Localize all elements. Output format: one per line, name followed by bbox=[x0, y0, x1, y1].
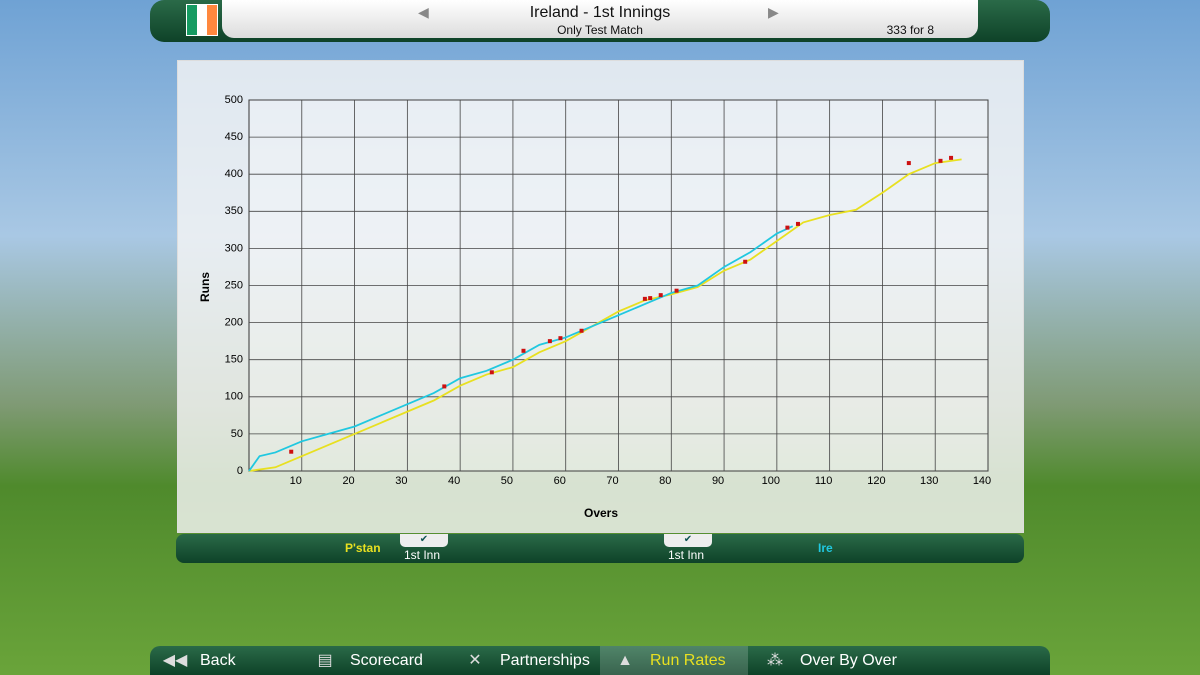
x-tick-label: 60 bbox=[554, 475, 566, 487]
wicket-marker bbox=[674, 288, 679, 293]
wicket-marker bbox=[906, 161, 911, 166]
x-tick-label: 120 bbox=[867, 475, 885, 487]
score: 333 for 8 bbox=[886, 23, 934, 37]
wicket-marker bbox=[558, 336, 563, 341]
wicket-marker bbox=[642, 296, 647, 301]
y-tick-label: 400 bbox=[225, 168, 243, 180]
x-tick-label: 100 bbox=[762, 475, 780, 487]
toggle-check[interactable]: ✔ bbox=[664, 534, 712, 547]
chart: Runs Overs 0 50 100 150 200 250 300 350 400 450 50… bbox=[198, 94, 991, 520]
wicket-marker bbox=[521, 348, 526, 353]
x-tick-label: 110 bbox=[815, 475, 833, 487]
next-arrow[interactable]: ▶ bbox=[768, 4, 779, 20]
x-tick-label: 130 bbox=[920, 475, 938, 487]
y-tick-label: 300 bbox=[225, 242, 243, 254]
nav-label: Over By Over bbox=[800, 652, 897, 669]
header-panel: ◀ ▶ Ireland - 1st Innings Only Test Matc… bbox=[222, 0, 978, 38]
nav-label: Partnerships bbox=[500, 652, 590, 669]
series-line bbox=[248, 225, 794, 472]
nav-button[interactable]: ✕ Partnerships bbox=[450, 646, 598, 675]
series-line bbox=[248, 158, 962, 472]
x-tick-label: 70 bbox=[606, 475, 618, 487]
y-axis-label: Runs bbox=[198, 272, 212, 302]
x-axis-label: Overs bbox=[584, 506, 618, 520]
nav-icon: ◀◀ bbox=[162, 652, 188, 669]
innings-label[interactable]: 1st Inn bbox=[668, 548, 705, 562]
nav-bar: ◀◀ Back ▤ Scorecard ✕ Partnerships ▲ Run Rates ⁂… bbox=[150, 646, 1050, 675]
y-tick-label: 200 bbox=[225, 317, 243, 329]
y-tick-label: 150 bbox=[225, 354, 243, 366]
wicket-marker bbox=[648, 296, 653, 301]
wicket-marker bbox=[489, 370, 494, 375]
nav-label: Back bbox=[200, 652, 236, 669]
wicket-marker bbox=[547, 339, 552, 344]
nav-button[interactable]: ▲ Run Rates bbox=[600, 646, 748, 675]
wicket-marker bbox=[785, 225, 790, 230]
nav-button[interactable]: ⁂ Over By Over bbox=[750, 646, 898, 675]
x-tick-label: 10 bbox=[290, 475, 302, 487]
nav-icon: ▤ bbox=[317, 652, 333, 669]
prev-arrow[interactable]: ◀ bbox=[418, 4, 429, 20]
wicket-marker bbox=[743, 259, 748, 264]
team-label: P'stan bbox=[345, 541, 381, 555]
toggle-bar: P'stan ✔ 1st Inn Ire ✔ 1st Inn bbox=[176, 534, 1024, 563]
flag bbox=[186, 4, 218, 36]
x-tick-label: 20 bbox=[342, 475, 354, 487]
nav-label: Scorecard bbox=[350, 652, 423, 669]
wicket-marker bbox=[579, 328, 584, 333]
wicket-marker bbox=[949, 155, 954, 160]
nav-button[interactable]: ▤ Scorecard bbox=[300, 646, 448, 675]
y-tick-label: 350 bbox=[225, 205, 243, 217]
wicket-marker bbox=[442, 384, 447, 389]
subtitle: Only Test Match bbox=[557, 23, 643, 37]
x-tick-label: 80 bbox=[659, 475, 671, 487]
team-label: Ire bbox=[818, 541, 833, 555]
x-tick-label: 40 bbox=[448, 475, 460, 487]
nav-icon: ▲ bbox=[617, 652, 633, 669]
title: Ireland - 1st Innings bbox=[529, 4, 671, 21]
y-tick-label: 0 bbox=[237, 465, 243, 477]
x-tick-label: 50 bbox=[501, 475, 513, 487]
wicket-marker bbox=[658, 293, 663, 298]
innings-label[interactable]: 1st Inn bbox=[404, 548, 441, 562]
x-tick-label: 90 bbox=[712, 475, 724, 487]
x-tick-label: 30 bbox=[395, 475, 407, 487]
y-tick-label: 250 bbox=[225, 279, 243, 291]
nav-icon: ⁂ bbox=[767, 652, 783, 669]
y-tick-label: 100 bbox=[225, 391, 243, 403]
y-tick-label: 50 bbox=[231, 428, 243, 440]
nav-button[interactable]: ◀◀ Back bbox=[150, 646, 298, 675]
nav-label: Run Rates bbox=[650, 652, 726, 669]
y-tick-label: 450 bbox=[225, 131, 243, 143]
wicket-marker bbox=[795, 221, 800, 226]
nav-icon: ✕ bbox=[468, 652, 482, 669]
wicket-marker bbox=[289, 449, 294, 454]
y-tick-label: 500 bbox=[225, 94, 243, 106]
wicket-marker bbox=[938, 158, 943, 163]
toggle-check[interactable]: ✔ bbox=[400, 534, 448, 547]
x-tick-label: 140 bbox=[973, 475, 991, 487]
chart-panel: Runs Overs 0 50 100 150 200 250 300 350 400 450 50… bbox=[177, 60, 1024, 533]
